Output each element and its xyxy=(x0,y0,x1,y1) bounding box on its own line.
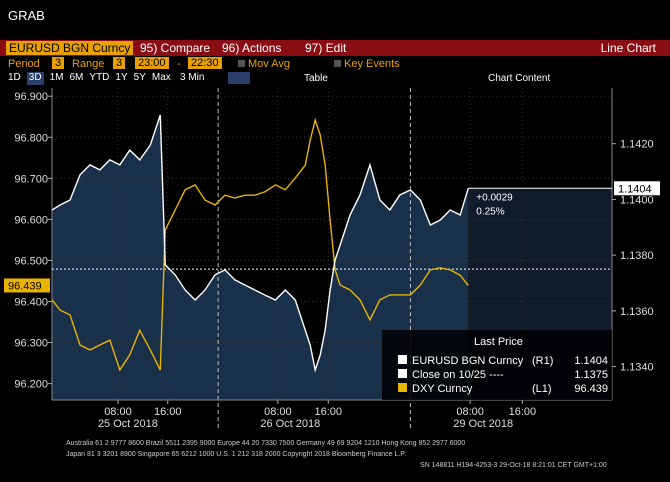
range-button[interactable]: YTD xyxy=(89,72,110,83)
footer-line: Australia 61 2 9777 8600 Brazil 5511 239… xyxy=(66,440,466,447)
legend-tag: (L1) xyxy=(532,383,552,395)
x-tick-label: 16:00 xyxy=(509,406,537,418)
x-tick-label: 16:00 xyxy=(154,406,182,418)
last-tag xyxy=(614,181,660,196)
y-tick-label: 96.300 xyxy=(14,338,48,350)
y2-tick-label: 1.1420 xyxy=(620,139,654,151)
legend-value: 1.1404 xyxy=(574,355,608,367)
y-tick-label: 96.600 xyxy=(14,214,48,226)
area xyxy=(52,115,469,401)
actions-button[interactable]: 96) Actions xyxy=(222,41,282,55)
date-label: 29 Oct 2018 xyxy=(453,418,513,430)
view-label: Line Chart xyxy=(600,41,656,55)
last-tag xyxy=(4,278,50,293)
period-input[interactable]: 3 xyxy=(52,57,64,69)
legend-title: Last Price xyxy=(474,336,523,348)
y-tick-label: 96.700 xyxy=(14,173,48,185)
legend-box xyxy=(382,330,612,400)
y-tick-label: 96.400 xyxy=(14,296,48,308)
date-label: 25 Oct 2018 xyxy=(98,418,158,430)
legend-label: EURUSD BGN Curncy xyxy=(412,355,524,367)
series-line xyxy=(51,114,469,373)
edit-button[interactable]: 97) Edit xyxy=(305,41,347,55)
period-label: Period xyxy=(8,58,40,70)
toolbar xyxy=(0,40,670,56)
chart-content[interactable]: Chart Content xyxy=(488,73,551,84)
x-tick-label: 16:00 xyxy=(315,406,343,418)
range-button[interactable]: 5Y xyxy=(133,72,146,83)
range-input[interactable]: 3 xyxy=(113,57,125,69)
y2-tick-label: 1.1400 xyxy=(620,194,654,206)
y2-tick-label: 1.1340 xyxy=(620,362,654,374)
footer-line: SN 148811 H194-4253-3 29-Oct-18 8:21:01 … xyxy=(420,462,607,469)
x-tick-label: 08:00 xyxy=(456,406,484,418)
mov-avg[interactable]: Mov Avg xyxy=(248,58,290,70)
interval[interactable]: 3 Min xyxy=(180,72,205,83)
series-line xyxy=(51,117,469,372)
y2-tick-label: 1.1380 xyxy=(620,250,654,262)
legend-value: 1.1375 xyxy=(574,369,608,381)
y-tick-label: 96.900 xyxy=(14,91,48,103)
legend-label: Close on 10/25 ---- xyxy=(412,369,504,381)
range-button[interactable]: 1D xyxy=(8,72,21,83)
checkbox[interactable] xyxy=(238,60,245,67)
legend-tag: (R1) xyxy=(532,355,553,367)
security-box[interactable]: EURUSD BGN Curncy xyxy=(6,41,134,55)
range-button[interactable]: 6M xyxy=(69,72,84,83)
annotation: +0.0029 xyxy=(476,192,513,203)
x-tick-label: 08:00 xyxy=(104,406,132,418)
legend-swatch xyxy=(398,355,407,364)
window-title: GRAB xyxy=(8,8,45,23)
range-button[interactable]: 1Y xyxy=(115,72,128,83)
range-button[interactable]: Max xyxy=(151,72,171,83)
key-events[interactable]: Key Events xyxy=(344,58,400,70)
y2-tick-label: 1.1360 xyxy=(620,306,654,318)
footer-line: Japan 81 3 3201 8900 Singapore 65 6212 1… xyxy=(66,451,407,458)
legend-swatch xyxy=(398,383,407,392)
start-input[interactable]: 23:00 xyxy=(135,57,169,69)
range-button[interactable]: 3D xyxy=(26,72,44,85)
x-tick-label: 08:00 xyxy=(264,406,292,418)
legend-label: DXY Curncy xyxy=(412,383,473,395)
last-tag-value: 1.1404 xyxy=(618,183,652,195)
range-buttons: 1D 3D 1M 6M YTD 1Y 5Y Max xyxy=(8,72,171,85)
table-button[interactable]: Table xyxy=(304,73,328,84)
date-label: 26 Oct 2018 xyxy=(260,418,320,430)
y-tick-label: 96.500 xyxy=(14,255,48,267)
annotation: 0.25% xyxy=(476,206,504,217)
checkbox[interactable] xyxy=(334,60,341,67)
legend-value: 96.439 xyxy=(574,383,608,395)
line-icon[interactable] xyxy=(228,72,250,84)
y-tick-label: 96.200 xyxy=(14,379,48,391)
last-tag-value: 96.439 xyxy=(8,280,42,292)
legend-swatch xyxy=(398,369,407,378)
dash: - xyxy=(177,58,181,70)
y-tick-label: 96.800 xyxy=(14,132,48,144)
compare-button[interactable]: 95) Compare xyxy=(140,41,211,55)
range-label: Range xyxy=(72,58,105,70)
range-button[interactable]: 1M xyxy=(49,72,64,83)
end-input[interactable]: 22:30 xyxy=(188,57,222,69)
